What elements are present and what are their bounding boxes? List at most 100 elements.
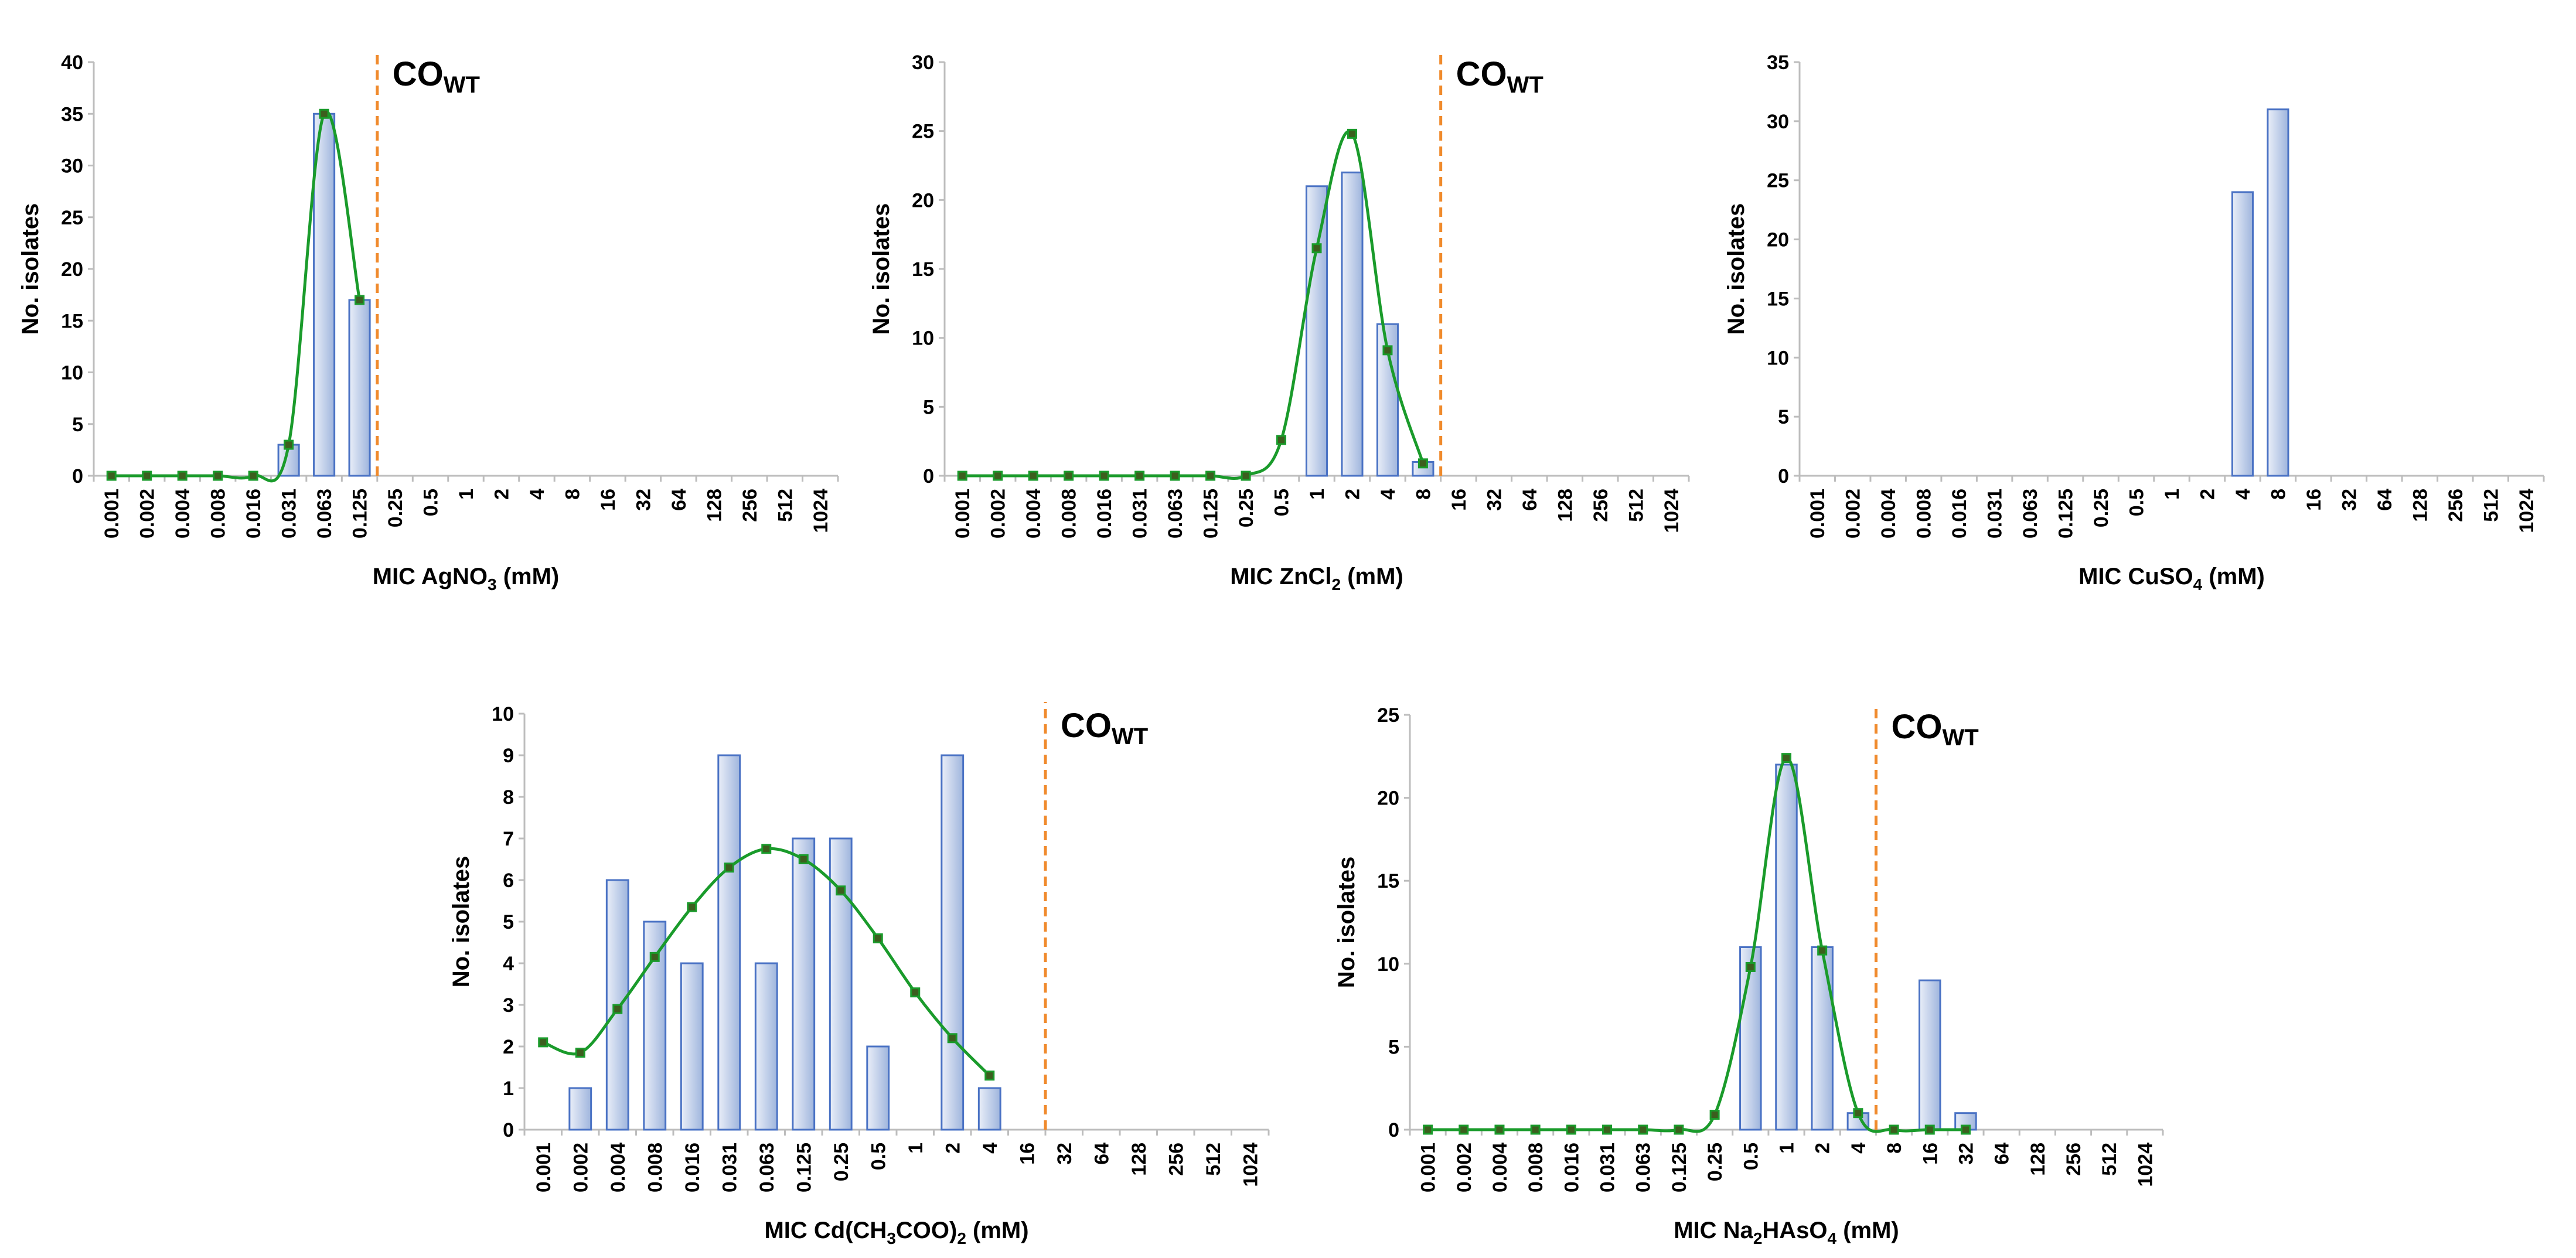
x-tick-label: 0.063 bbox=[756, 1143, 778, 1192]
x-tick-label: 0.002 bbox=[1453, 1143, 1476, 1192]
trend-marker bbox=[1418, 458, 1428, 469]
y-tick-label: 10 bbox=[61, 362, 83, 384]
x-tick-label: 0.063 bbox=[1633, 1143, 1655, 1192]
x-tick-label: 0.031 bbox=[1129, 489, 1151, 538]
y-tick-label: 20 bbox=[1767, 229, 1789, 251]
x-axis-title: MIC Na2HAsO4 (mM) bbox=[1674, 1218, 1899, 1247]
x-tick-label: 0.016 bbox=[682, 1143, 704, 1192]
y-tick-label: 25 bbox=[912, 121, 934, 143]
y-tick-label: 10 bbox=[912, 328, 934, 350]
y-tick-label: 40 bbox=[61, 52, 83, 74]
trend-marker bbox=[355, 295, 365, 305]
y-tick-label: 5 bbox=[1388, 1036, 1399, 1058]
x-tick-label: 1 bbox=[1306, 489, 1328, 500]
x-tick-label: 0.008 bbox=[1913, 489, 1936, 538]
y-tick-label: 9 bbox=[503, 745, 514, 767]
x-tick-label: 512 bbox=[774, 489, 796, 522]
trend-marker bbox=[284, 439, 294, 450]
bar bbox=[1775, 763, 1798, 1131]
trend-marker bbox=[1347, 128, 1357, 139]
y-tick-label: 0 bbox=[1388, 1119, 1399, 1141]
y-tick-label: 5 bbox=[503, 911, 514, 933]
x-tick-label: 1024 bbox=[810, 489, 832, 533]
chart-panel-agno3: 0 5 10 15 20 25 30 35 40 0.001 0.002 0.004 0.008 0.01… bbox=[18, 50, 839, 594]
x-tick-label: 0.125 bbox=[1200, 489, 1222, 538]
x-tick-label: 0.125 bbox=[1668, 1143, 1691, 1192]
y-tick-label: 25 bbox=[1377, 704, 1399, 727]
x-tick-label: 32 bbox=[1054, 1143, 1076, 1165]
y-tick-label: 15 bbox=[912, 258, 934, 281]
trend-marker bbox=[1276, 435, 1287, 445]
trend-marker bbox=[612, 1004, 623, 1014]
trend-marker bbox=[1781, 753, 1791, 763]
trend-marker bbox=[649, 952, 660, 962]
x-tick-label: 0.125 bbox=[2055, 489, 2077, 538]
y-tick-label: 6 bbox=[503, 870, 514, 892]
x-tick-label: 256 bbox=[1590, 489, 1612, 522]
y-tick-label: 1 bbox=[503, 1078, 514, 1100]
trend-marker bbox=[1205, 471, 1216, 481]
x-tick-label: 16 bbox=[597, 489, 619, 511]
x-tick-label: 0.004 bbox=[607, 1143, 629, 1192]
x-tick-label: 1024 bbox=[2516, 489, 2538, 533]
x-tick-label: 16 bbox=[1448, 489, 1470, 511]
y-tick-label: 0 bbox=[1778, 465, 1789, 487]
x-tick-label: 512 bbox=[2480, 489, 2502, 522]
x-tick-label: 0.25 bbox=[384, 489, 407, 527]
bar bbox=[1739, 946, 1762, 1131]
trend-marker bbox=[1924, 1124, 1935, 1135]
y-axis-title: No. isolates bbox=[1334, 857, 1359, 988]
trend-marker bbox=[1960, 1124, 1971, 1135]
x-tick-label: 0.063 bbox=[2019, 489, 2042, 538]
x-tick-label: 0.001 bbox=[101, 489, 123, 538]
bar bbox=[754, 962, 778, 1131]
x-tick-label: 0.001 bbox=[1418, 1143, 1440, 1192]
y-axis-title: No. isolates bbox=[1723, 203, 1749, 335]
x-tick-label: 2 bbox=[2196, 489, 2219, 500]
trend-marker bbox=[1064, 471, 1074, 481]
trend-marker bbox=[947, 1033, 958, 1044]
trend-marker bbox=[248, 471, 258, 481]
trend-marker bbox=[142, 471, 152, 481]
x-tick-label: 0.002 bbox=[987, 489, 1010, 538]
bar bbox=[2267, 108, 2289, 477]
bar bbox=[348, 299, 371, 477]
y-tick-label: 25 bbox=[61, 207, 83, 229]
y-tick-label: 5 bbox=[72, 414, 83, 436]
trend-marker bbox=[1889, 1124, 1899, 1135]
x-tick-label: 4 bbox=[2232, 489, 2254, 500]
x-tick-label: 0.004 bbox=[1878, 489, 1900, 538]
x-tick-label: 256 bbox=[1165, 1143, 1187, 1176]
x-tick-label: 4 bbox=[1377, 489, 1399, 500]
x-tick-label: 1024 bbox=[1239, 1143, 1262, 1187]
chart-panel-zncl2: 0 5 10 15 20 25 30 0.001 0.002 0.004 0.008 0.016 0.0… bbox=[868, 50, 1690, 594]
chart-panel-cuso4: 0 5 10 15 20 25 30 35 0.001 0.002 0.004 0.008 0.016 0… bbox=[1723, 52, 2545, 594]
y-tick-label: 3 bbox=[503, 994, 514, 1017]
y-tick-label: 20 bbox=[61, 258, 83, 281]
x-tick-label: 128 bbox=[703, 489, 725, 522]
chart-panel-cd-acetate: 0 1 2 3 4 5 6 7 8 9 10 0.001 0.002 0.004 0.008 0.016 0.0… bbox=[448, 702, 1270, 1247]
x-tick-label: 128 bbox=[1554, 489, 1576, 522]
trend-marker bbox=[1530, 1124, 1541, 1135]
y-tick-label: 0 bbox=[923, 465, 934, 487]
y-tick-label: 35 bbox=[61, 103, 83, 125]
trend-marker bbox=[1602, 1124, 1613, 1135]
x-tick-label: 0.063 bbox=[314, 489, 336, 538]
x-tick-label: 8 bbox=[1412, 489, 1434, 500]
x-axis-title: MIC Cd(CH3COO)2 (mM) bbox=[764, 1218, 1028, 1247]
x-tick-label: 0.008 bbox=[644, 1143, 666, 1192]
x-tick-label: 0.008 bbox=[207, 489, 230, 538]
x-tick-label: 0.002 bbox=[137, 489, 159, 538]
y-tick-label: 25 bbox=[1767, 170, 1789, 192]
y-tick-label: 30 bbox=[61, 155, 83, 178]
bar bbox=[680, 962, 704, 1131]
bar bbox=[977, 1087, 1001, 1131]
y-tick-label: 10 bbox=[1377, 953, 1399, 976]
x-tick-label: 0.25 bbox=[2090, 489, 2112, 527]
bar bbox=[1341, 171, 1364, 477]
trend-marker bbox=[1638, 1124, 1648, 1135]
x-tick-label: 0.25 bbox=[1704, 1143, 1726, 1181]
x-tick-label: 2 bbox=[942, 1143, 964, 1154]
x-tick-label: 0.25 bbox=[1235, 489, 1258, 527]
x-tick-label: 0.5 bbox=[1271, 489, 1293, 516]
